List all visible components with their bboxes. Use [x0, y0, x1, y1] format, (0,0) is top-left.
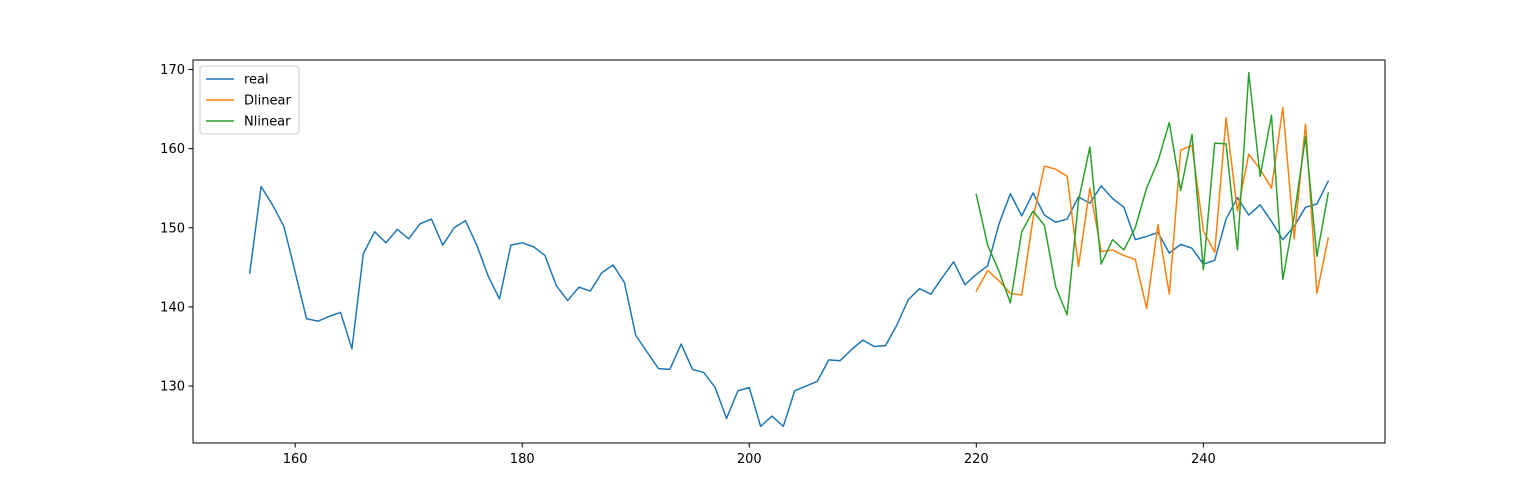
y-axis: 130 140 150 160 170 — [160, 63, 193, 395]
x-tick-label: 160 — [283, 452, 308, 467]
legend: real Dlinear Nlinear — [199, 65, 300, 135]
legend-label-nlinear: Nlinear — [244, 115, 291, 130]
series-line-real — [248, 180, 1330, 428]
y-tick-label: 160 — [160, 142, 185, 157]
x-tick-label: 200 — [737, 452, 762, 467]
x-axis: 160 180 200 220 240 — [283, 443, 1216, 467]
x-tick-label: 180 — [510, 452, 535, 467]
y-tick-label: 170 — [160, 63, 185, 78]
legend-box — [199, 65, 300, 135]
y-tick-label: 140 — [160, 300, 185, 315]
x-tick-label: 240 — [1191, 452, 1216, 467]
y-tick-label: 130 — [160, 380, 185, 395]
plot-frame — [192, 59, 1386, 444]
y-tick-label: 150 — [160, 221, 185, 236]
legend-label-real: real — [244, 73, 269, 88]
legend-label-dlinear: Dlinear — [244, 94, 291, 109]
series-line-dlinear — [975, 106, 1330, 310]
series-dlinear-group — [975, 106, 1330, 310]
series-real-group — [248, 180, 1330, 428]
x-tick-label: 220 — [964, 452, 989, 467]
series-nlinear-group — [975, 71, 1330, 316]
series-line-nlinear — [975, 71, 1330, 316]
series-layer — [248, 71, 1330, 428]
